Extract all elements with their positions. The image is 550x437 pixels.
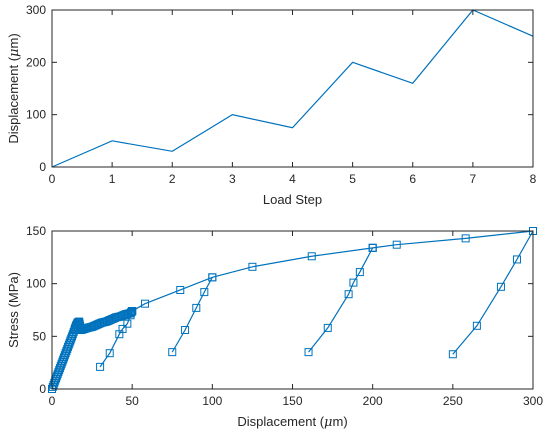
top-chart-y-tick-label: 100 xyxy=(26,108,46,122)
top-chart: 0 1 2 3 4 5 6 7 8 0 100 200 300 Load Step Displaceme… xyxy=(6,3,537,207)
bottom-chart-marker xyxy=(368,243,377,252)
top-chart-x-tick-label: 5 xyxy=(349,172,356,186)
bottom-chart-marker xyxy=(66,336,75,345)
bottom-chart-marker xyxy=(52,374,61,383)
top-chart-y-axis-label: Displacement (μm) xyxy=(6,33,22,143)
bottom-chart-marker xyxy=(472,321,481,330)
top-chart-x-axis-label: Load Step xyxy=(263,192,322,207)
bottom-chart-marker xyxy=(344,290,353,299)
bottom-chart-marker xyxy=(58,357,67,366)
bottom-chart-x-tick-label: 0 xyxy=(49,394,56,408)
bottom-chart-marker xyxy=(67,334,76,343)
bottom-chart-marker xyxy=(61,349,70,358)
bottom-chart-marker xyxy=(105,349,114,358)
bottom-chart-series-line xyxy=(308,247,374,353)
bottom-chart-marker xyxy=(55,366,64,375)
bottom-chart-marker xyxy=(176,285,185,294)
bottom-chart-marker xyxy=(64,342,73,351)
bottom-chart-marker xyxy=(461,234,470,243)
bottom-chart-marker xyxy=(53,370,62,379)
bottom-chart-y-axis-label: Stress (MPa) xyxy=(6,272,21,348)
top-chart-series xyxy=(51,9,534,168)
bottom-chart-marker xyxy=(60,353,69,362)
bottom-chart-marker xyxy=(52,372,61,381)
top-chart-y-tick-label: 300 xyxy=(26,3,46,17)
bottom-chart-marker xyxy=(63,344,72,353)
bottom-chart-x-tick-label: 250 xyxy=(443,394,463,408)
bottom-chart-marker xyxy=(56,363,65,372)
bottom-chart-marker xyxy=(208,273,217,282)
bottom-chart-marker xyxy=(54,368,63,377)
bottom-chart-marker xyxy=(96,362,105,371)
bottom-chart-marker xyxy=(64,340,73,349)
bottom-chart-marker xyxy=(496,282,505,291)
top-chart-x-tick-label: 4 xyxy=(289,172,296,186)
top-chart-x-tick-label: 2 xyxy=(169,172,176,186)
bottom-chart-marker xyxy=(57,359,66,368)
top-chart-y-tick-label: 0 xyxy=(39,160,46,174)
top-chart-ticks: 0 1 2 3 4 5 6 7 8 0 100 200 300 xyxy=(26,3,537,186)
bottom-chart-marker xyxy=(355,268,364,277)
bottom-chart-marker xyxy=(392,240,401,249)
bottom-chart-marker xyxy=(60,351,69,360)
bottom-chart-marker xyxy=(56,361,65,370)
bottom-chart-marker xyxy=(168,348,177,357)
bottom-chart-marker xyxy=(140,299,149,308)
bottom-chart-series-line xyxy=(171,277,213,353)
bottom-chart-marker xyxy=(125,309,134,318)
top-chart-x-tick-label: 7 xyxy=(470,172,477,186)
bottom-chart-x-tick-label: 200 xyxy=(363,394,383,408)
bottom-chart-series-line xyxy=(372,230,534,249)
bottom-chart-marker xyxy=(448,350,457,359)
bottom-chart-marker xyxy=(76,323,85,332)
bottom-chart-marker xyxy=(50,378,59,387)
bottom-chart-y-tick-label: 100 xyxy=(26,277,46,291)
bottom-chart-marker xyxy=(248,262,257,271)
bottom-chart-marker xyxy=(65,338,74,347)
bottom-chart-marker xyxy=(48,382,57,391)
bottom-chart-x-tick-label: 300 xyxy=(523,394,543,408)
bottom-chart-marker xyxy=(200,288,209,297)
bottom-chart-marker xyxy=(192,303,201,312)
top-chart-x-tick-label: 3 xyxy=(229,172,236,186)
bottom-chart-x-tick-label: 50 xyxy=(125,394,139,408)
bottom-chart-y-tick-label: 0 xyxy=(39,382,46,396)
bottom-chart-series-line xyxy=(452,230,534,355)
bottom-chart-x-tick-label: 100 xyxy=(202,394,222,408)
bottom-chart-marker xyxy=(512,255,521,264)
top-chart-x-tick-label: 8 xyxy=(530,172,537,186)
top-chart-x-tick-label: 1 xyxy=(109,172,116,186)
bottom-chart-marker xyxy=(59,355,68,364)
top-chart-x-tick-label: 6 xyxy=(409,172,416,186)
bottom-chart-series xyxy=(48,227,537,393)
bottom-chart-x-tick-label: 150 xyxy=(282,394,302,408)
bottom-chart-marker xyxy=(62,347,71,356)
bottom-chart-y-tick-label: 50 xyxy=(33,329,47,343)
top-chart-x-tick-label: 0 xyxy=(49,172,56,186)
bottom-chart-marker xyxy=(49,380,58,389)
bottom-chart-marker xyxy=(304,348,313,357)
top-chart-plot-area xyxy=(52,10,533,167)
bottom-chart-marker xyxy=(323,323,332,332)
bottom-chart-x-axis-label: Displacement (μm) xyxy=(237,414,347,430)
bottom-chart-ticks: 0 50 100 150 200 250 300 0 50 100 150 xyxy=(26,224,543,408)
top-chart-series-line xyxy=(51,9,534,168)
bottom-chart: 0 50 100 150 200 250 300 0 50 100 150 Displacement… xyxy=(6,224,543,430)
bottom-chart-marker xyxy=(307,252,316,261)
bottom-chart-marker xyxy=(181,326,190,335)
bottom-chart-marker xyxy=(118,324,127,333)
top-chart-y-tick-label: 200 xyxy=(26,55,46,69)
bottom-chart-y-tick-label: 150 xyxy=(26,224,46,238)
bottom-chart-marker xyxy=(123,319,132,328)
bottom-chart-marker xyxy=(127,307,136,316)
bottom-chart-marker xyxy=(349,278,358,287)
